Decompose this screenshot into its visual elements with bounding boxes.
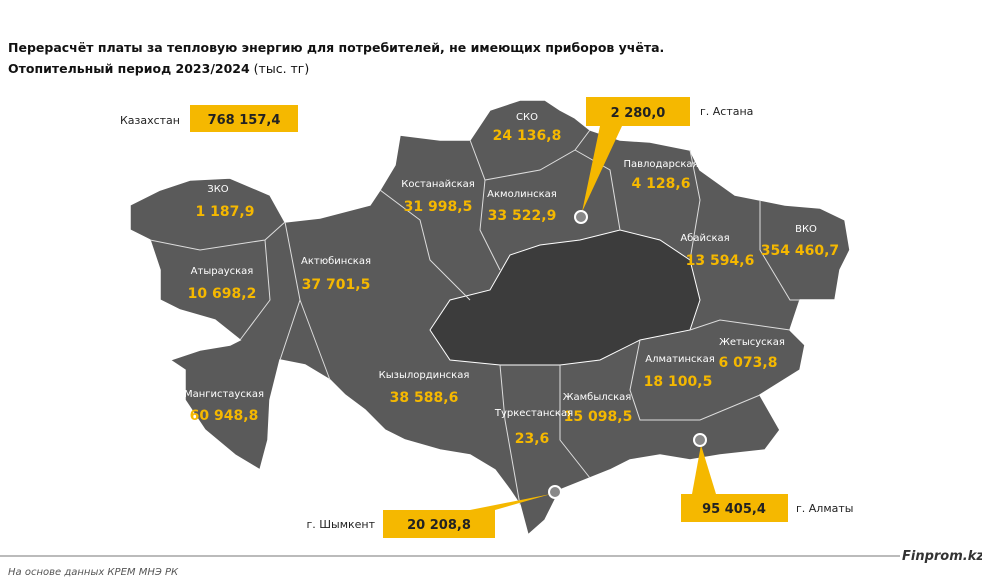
region-value: 6 073,8 [719, 355, 778, 371]
region-value: 1 187,9 [196, 204, 255, 220]
city-almaty: 95 405,4 г. Алматы [681, 433, 853, 522]
title: Перерасчёт платы за тепловую энергию для… [8, 40, 664, 55]
region-value: 354 460,7 [761, 243, 839, 259]
region-value: 37 701,5 [302, 277, 371, 293]
region-name: Жамбылская [563, 392, 632, 403]
pointer [692, 445, 716, 494]
region-name: Мангистауская [184, 389, 264, 400]
region-value: 13 594,6 [686, 253, 755, 269]
region-value: 24 136,8 [493, 128, 562, 144]
source: На основе данных КРЕМ МНЭ РК [8, 567, 179, 578]
region-name: Акмолинская [487, 189, 557, 200]
region-name: Костанайская [401, 179, 475, 190]
total-label: Казахстан [120, 114, 180, 127]
city-box [383, 510, 495, 538]
region-name: Павлодарская [623, 159, 698, 170]
region-value: 15 098,5 [564, 409, 633, 425]
region-name: Кызылординская [379, 370, 470, 381]
region-labels: ЗКО 1 187,9 Атырауская 10 698,2 Актюбинская 3… [184, 112, 839, 447]
city-name: г. Астана [700, 105, 753, 118]
region-name: Атырауская [191, 266, 254, 277]
region-name: СКО [516, 112, 538, 123]
region-name: ВКО [795, 224, 817, 235]
pointer [582, 126, 622, 212]
region-borders [149, 129, 800, 506]
region-name: ЗКО [207, 184, 229, 195]
city-value: 2 280,0 [611, 106, 666, 121]
subtitle: Отопительный период 2023/2024 (тыс. тг) [8, 61, 309, 76]
total-value: 768 157,4 [208, 113, 281, 128]
region-value: 10 698,2 [188, 286, 257, 302]
region-name: Актюбинская [301, 256, 371, 267]
city-value: 20 208,8 [407, 518, 471, 533]
city-marker [693, 433, 707, 447]
region-value: 4 128,6 [632, 176, 691, 192]
region-value: 38 588,6 [390, 390, 459, 406]
region-name: Туркестанская [494, 408, 573, 419]
brand: Finprom.kz [902, 549, 982, 564]
region-name: Жетысуская [719, 337, 785, 348]
city-value: 95 405,4 [702, 502, 766, 517]
subtitle-unit: (тыс. тг) [254, 61, 310, 76]
region-name: Абайская [680, 233, 729, 244]
map [129, 99, 851, 537]
region-value: 31 998,5 [404, 199, 473, 215]
total-callout: Казахстан 768 157,4 [120, 105, 298, 132]
region-name: Алматинская [645, 354, 714, 365]
subtitle-period: Отопительный период 2023/2024 [8, 61, 250, 76]
region-value: 23,6 [515, 431, 550, 447]
total-box [190, 105, 298, 132]
city-marker [548, 485, 562, 499]
city-name: г. Алматы [796, 502, 853, 515]
pointer [470, 494, 551, 510]
city-box [681, 494, 788, 522]
region-value: 60 948,8 [190, 408, 259, 424]
city-shymkent: 20 208,8 г. Шымкент [306, 485, 562, 538]
city-box [586, 97, 690, 126]
region-value: 33 522,9 [488, 208, 557, 224]
region-value: 18 100,5 [644, 374, 713, 390]
city-marker [574, 210, 588, 224]
city-name: г. Шымкент [306, 518, 375, 531]
city-astana: 2 280,0 г. Астана [574, 97, 753, 224]
